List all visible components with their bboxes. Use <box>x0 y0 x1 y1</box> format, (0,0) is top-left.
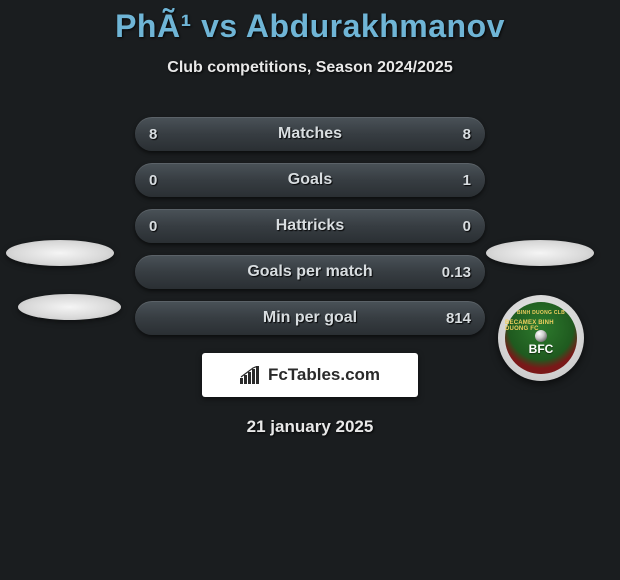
comparison-card: PhÃ¹ vs Abdurakhmanov Club competitions,… <box>0 0 620 437</box>
stat-label: Min per goal <box>179 309 441 327</box>
stat-label: Hattricks <box>179 217 441 235</box>
subtitle: Club competitions, Season 2024/2025 <box>0 59 620 77</box>
player-left-avatar-placeholder <box>6 240 114 266</box>
soccer-ball-icon <box>535 330 547 342</box>
stat-label: Matches <box>179 125 441 143</box>
brand-link[interactable]: FcTables.com <box>202 353 418 397</box>
brand-text: FcTables.com <box>268 365 380 385</box>
club-left-avatar-placeholder <box>18 294 121 320</box>
badge-initials: BFC <box>529 342 554 356</box>
stat-row: Goals per match0.13 <box>135 255 485 289</box>
snapshot-date: 21 january 2025 <box>0 417 620 437</box>
stat-right-value: 1 <box>441 172 471 189</box>
stat-right-value: 8 <box>441 126 471 143</box>
player-right-avatar-placeholder <box>486 240 594 266</box>
stat-left-value: 0 <box>149 172 179 189</box>
page-title: PhÃ¹ vs Abdurakhmanov <box>0 8 620 45</box>
stat-row: 0Hattricks0 <box>135 209 485 243</box>
club-badge-inner: BINH DUONG CLB BECAMEX BINH DUONG FC BFC <box>505 302 577 374</box>
badge-top-text: BINH DUONG CLB <box>517 310 565 316</box>
stat-left-value: 8 <box>149 126 179 143</box>
stat-right-value: 814 <box>441 310 471 327</box>
stat-left-value: 0 <box>149 218 179 235</box>
stat-row: 8Matches8 <box>135 117 485 151</box>
stat-label: Goals per match <box>179 263 441 281</box>
stats-area: BINH DUONG CLB BECAMEX BINH DUONG FC BFC… <box>0 117 620 335</box>
stat-right-value: 0 <box>441 218 471 235</box>
stat-row: 0Goals1 <box>135 163 485 197</box>
club-right-badge: BINH DUONG CLB BECAMEX BINH DUONG FC BFC <box>498 295 584 381</box>
bar-chart-icon <box>240 366 262 384</box>
stat-row: Min per goal814 <box>135 301 485 335</box>
stat-label: Goals <box>179 171 441 189</box>
stat-right-value: 0.13 <box>441 264 471 281</box>
